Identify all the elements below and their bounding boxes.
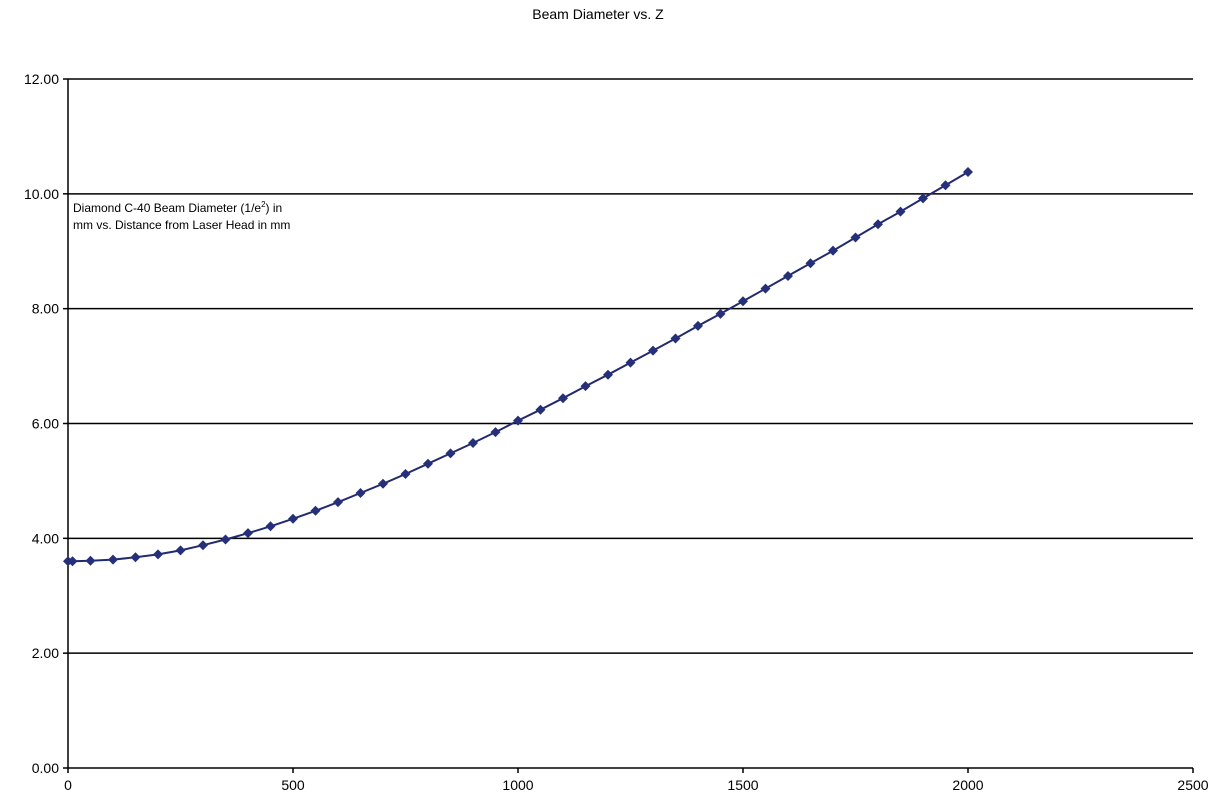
axes bbox=[63, 78, 1194, 773]
chart-annotation-line1: Diamond C-40 Beam Diameter (1/e2) in bbox=[73, 200, 282, 215]
data-point-20 bbox=[490, 427, 501, 438]
data-point-34 bbox=[805, 258, 816, 269]
data-point-19 bbox=[468, 438, 478, 449]
data-point-2 bbox=[85, 555, 96, 566]
y-tick-label-0: 0.00 bbox=[32, 760, 59, 776]
data-point-38 bbox=[895, 206, 906, 217]
x-tick-label-2: 1000 bbox=[502, 777, 533, 793]
data-point-8 bbox=[220, 534, 231, 545]
data-point-40 bbox=[940, 180, 951, 191]
data-point-17 bbox=[423, 458, 433, 469]
x-tick-label-0: 0 bbox=[64, 777, 72, 793]
data-point-9 bbox=[243, 528, 253, 539]
data-point-7 bbox=[198, 540, 208, 551]
series-group bbox=[63, 167, 973, 567]
data-point-32 bbox=[760, 283, 771, 294]
data-point-5 bbox=[153, 549, 163, 560]
data-point-4 bbox=[130, 552, 141, 563]
x-tick-label-4: 2000 bbox=[952, 777, 983, 793]
data-point-3 bbox=[108, 554, 118, 565]
data-point-12 bbox=[310, 505, 321, 516]
data-point-10 bbox=[265, 521, 276, 532]
data-point-18 bbox=[445, 448, 456, 459]
data-point-15 bbox=[378, 478, 388, 489]
grid-lines bbox=[68, 78, 1193, 654]
data-point-36 bbox=[850, 232, 861, 243]
y-tick-label-5: 10.00 bbox=[24, 186, 59, 202]
data-point-26 bbox=[625, 357, 636, 368]
data-point-1 bbox=[67, 556, 78, 567]
tick-labels: 0.00 2.00 4.00 6.00 8.00 10.00 12.00 0 500 1000 15… bbox=[24, 71, 1209, 793]
x-tick-label-3: 1500 bbox=[727, 777, 758, 793]
data-point-39 bbox=[918, 193, 928, 204]
x-tick-label-5: 2500 bbox=[1177, 777, 1208, 793]
data-point-31 bbox=[738, 296, 748, 307]
data-point-29 bbox=[693, 320, 703, 331]
data-point-41 bbox=[963, 167, 973, 178]
data-point-13 bbox=[333, 497, 343, 508]
data-point-35 bbox=[828, 245, 838, 256]
y-tick-label-2: 4.00 bbox=[32, 530, 59, 546]
y-tick-label-1: 2.00 bbox=[32, 645, 59, 661]
y-tick-label-6: 12.00 bbox=[24, 71, 59, 87]
y-tick-label-3: 6.00 bbox=[32, 416, 59, 432]
chart-title: Beam Diameter vs. Z bbox=[532, 6, 664, 22]
data-point-6 bbox=[175, 545, 186, 556]
y-tick-label-4: 8.00 bbox=[32, 301, 59, 317]
data-point-16 bbox=[400, 469, 411, 480]
data-point-14 bbox=[355, 487, 366, 498]
data-point-24 bbox=[580, 381, 591, 392]
data-point-28 bbox=[670, 333, 681, 344]
data-point-22 bbox=[535, 404, 546, 415]
data-point-11 bbox=[288, 513, 298, 524]
data-point-21 bbox=[513, 415, 523, 426]
data-point-33 bbox=[783, 270, 793, 281]
data-point-25 bbox=[603, 369, 613, 380]
chart-annotation-line2: mm vs. Distance from Laser Head in mm bbox=[73, 218, 290, 232]
data-point-23 bbox=[558, 393, 568, 404]
data-point-27 bbox=[648, 345, 658, 356]
data-point-37 bbox=[873, 219, 883, 230]
data-point-30 bbox=[715, 308, 726, 319]
x-tick-label-1: 500 bbox=[281, 777, 305, 793]
